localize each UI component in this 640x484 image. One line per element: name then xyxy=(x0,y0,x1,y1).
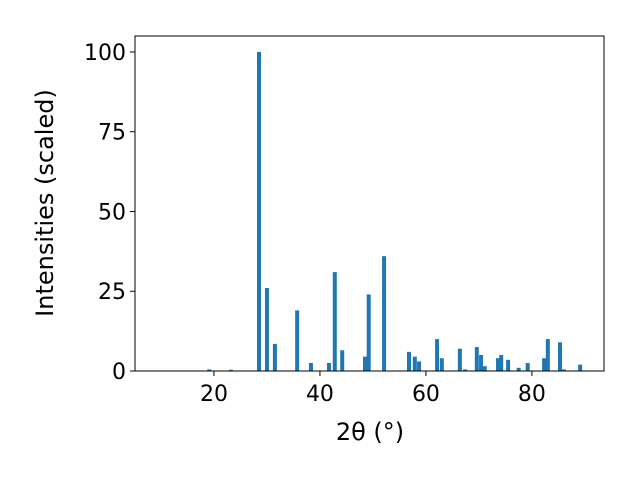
bar xyxy=(561,369,566,371)
bar xyxy=(417,361,422,371)
x-tick-label: 80 xyxy=(518,382,546,407)
bar xyxy=(264,288,269,371)
bar xyxy=(479,355,484,371)
bar xyxy=(366,294,371,371)
bar xyxy=(326,363,331,371)
bar xyxy=(457,348,462,371)
bar xyxy=(499,355,504,371)
bar xyxy=(308,363,313,371)
bar xyxy=(207,369,212,371)
bar xyxy=(482,366,487,371)
bar xyxy=(272,343,277,371)
bar xyxy=(506,359,511,371)
y-tick-label: 0 xyxy=(112,360,126,385)
bar xyxy=(558,342,563,371)
bar xyxy=(496,358,501,371)
bar xyxy=(412,356,417,371)
x-tick-label: 40 xyxy=(306,382,334,407)
bar xyxy=(578,364,583,371)
x-tick-label: 20 xyxy=(200,382,228,407)
bar xyxy=(435,339,440,371)
y-axis-label: Intensities (scaled) xyxy=(31,89,59,317)
y-tick-label: 75 xyxy=(98,121,126,146)
bar xyxy=(542,358,547,371)
bar xyxy=(257,51,262,371)
bar xyxy=(545,339,550,371)
x-axis-label: 2θ (°) xyxy=(336,418,404,446)
bar xyxy=(332,272,337,371)
bar xyxy=(474,347,479,371)
bar xyxy=(228,369,233,371)
y-tick-label: 100 xyxy=(84,41,126,66)
bar xyxy=(340,350,345,371)
plot-frame xyxy=(134,35,605,372)
y-tick-label: 25 xyxy=(98,280,126,305)
bar xyxy=(439,358,444,371)
bar xyxy=(463,369,468,371)
y-tick-label: 50 xyxy=(98,200,126,225)
bar xyxy=(525,363,530,371)
bar xyxy=(362,356,367,371)
bar xyxy=(516,367,521,371)
bar xyxy=(382,256,387,371)
bar xyxy=(295,310,300,371)
bar xyxy=(406,351,411,371)
x-tick-label: 60 xyxy=(412,382,440,407)
